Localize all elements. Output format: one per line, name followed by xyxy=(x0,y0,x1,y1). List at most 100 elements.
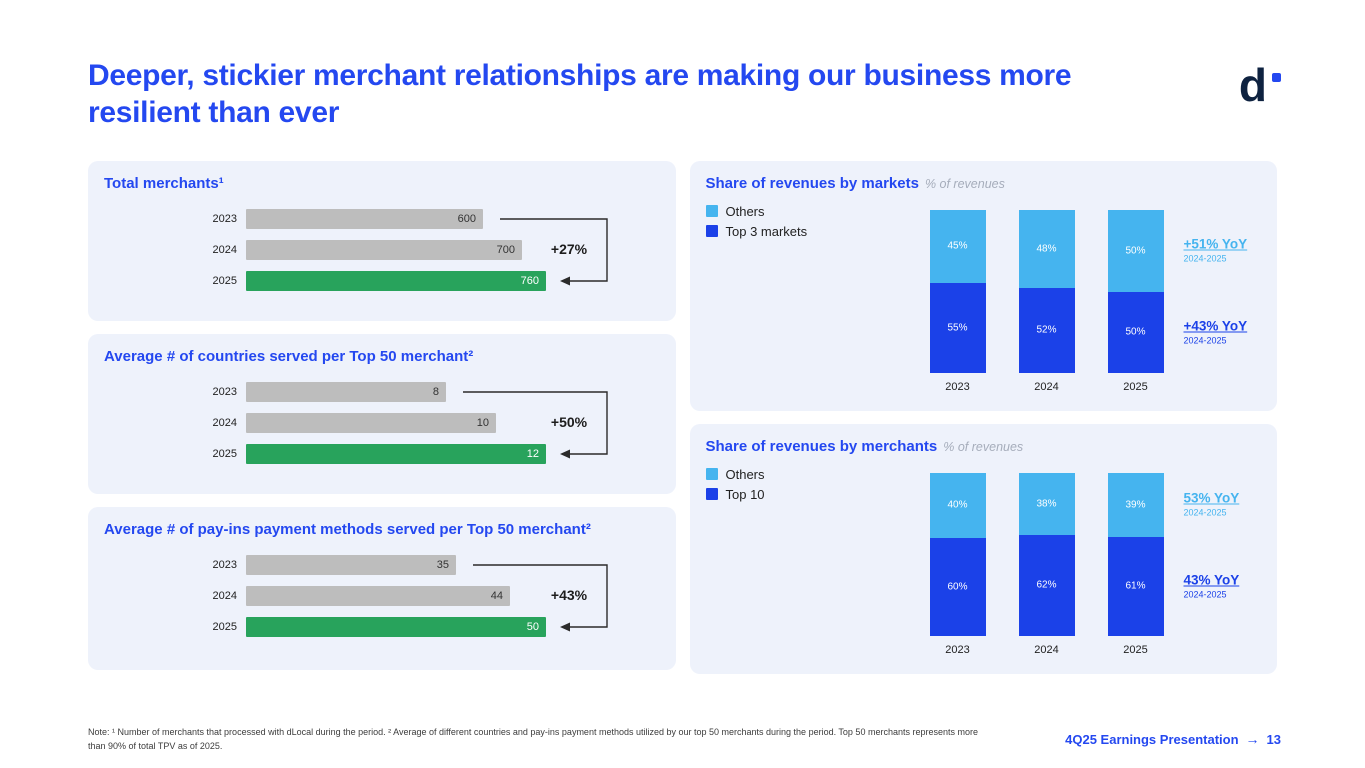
yoy-annotations: +51% YoY 2024-2025 +43% YoY 2024-2025 xyxy=(1184,210,1284,373)
stacked-bar-column: 38% 62% 2024 xyxy=(1018,472,1075,656)
legend-label: Others xyxy=(725,203,765,219)
bar-track: 600 xyxy=(246,208,660,229)
value-label: 12 xyxy=(526,447,539,460)
countries-served-chart: 2023 8 2024 10 2025 12 +50% xyxy=(104,381,660,464)
bar-row: 2023 600 xyxy=(104,208,660,229)
segment-percent-label: 40% xyxy=(947,499,968,511)
category-label: 2023 xyxy=(212,558,237,571)
value-label: 44 xyxy=(490,589,503,602)
category-label: 2024 xyxy=(212,589,237,602)
value-label: 8 xyxy=(432,385,439,398)
year-label: 2025 xyxy=(1123,380,1148,393)
legend-swatch xyxy=(705,225,718,238)
stacked-bar: 48% 52% xyxy=(1018,209,1075,373)
legend-label: Top 3 markets xyxy=(725,223,808,239)
bar-row: 2023 8 xyxy=(104,381,660,402)
value-label: 10 xyxy=(476,416,489,429)
yoy-annotation: +51% YoY 2024-2025 xyxy=(1184,237,1248,264)
stacked-bars: 40% 60% 2023 38% 62% 2024 39% 61% 2025 xyxy=(929,472,1164,656)
dlocal-logo: d xyxy=(1239,62,1281,108)
left-column: Total merchants¹ 2023 600 2024 700 2025 760 +2… xyxy=(88,161,676,674)
stacked-bars: 45% 55% 2023 48% 52% 2024 50% 50% 2025 xyxy=(929,209,1164,393)
stacked-bar: 40% 60% xyxy=(929,472,986,636)
segment-top-group: 61% xyxy=(1107,536,1164,636)
stacked-bar-column: 48% 52% 2024 xyxy=(1018,209,1075,393)
yoy-annotation: 53% YoY 2024-2025 xyxy=(1184,491,1240,518)
legend-item: Top 3 markets xyxy=(705,223,808,239)
segment-top-group: 52% xyxy=(1018,287,1075,373)
legend-item: Top 10 xyxy=(705,486,765,502)
panel-payins-methods: Average # of pay-ins payment methods ser… xyxy=(88,507,676,671)
category-label: 2024 xyxy=(212,416,237,429)
right-column: Share of revenues by markets % of revenue… xyxy=(689,161,1277,675)
slide-header: Deeper, stickier merchant relationships … xyxy=(0,0,1365,131)
logo-dot-icon xyxy=(1272,73,1281,83)
yoy-annotation: +43% YoY 2024-2025 xyxy=(1184,318,1248,345)
page-number: 13 xyxy=(1266,731,1281,747)
stacked-bar-column: 50% 50% 2025 xyxy=(1107,209,1164,393)
stacked-bar-column: 45% 55% 2023 xyxy=(929,209,986,393)
bar-track: 700 xyxy=(246,239,660,260)
legend-label: Top 10 xyxy=(725,486,765,502)
segment-percent-label: 61% xyxy=(1125,580,1146,592)
segment-percent-label: 50% xyxy=(1125,245,1146,257)
category-label: 2024 xyxy=(212,243,237,256)
stacked-bar-column: 40% 60% 2023 xyxy=(929,472,986,656)
bar: 700 xyxy=(246,239,522,260)
bar: 35 xyxy=(246,554,456,575)
year-label: 2025 xyxy=(1123,643,1148,656)
category-label: 2025 xyxy=(212,620,237,633)
presentation-label: 4Q25 Earnings Presentation xyxy=(1065,731,1239,747)
panel-revenues-by-merchants: Share of revenues by merchants % of reven… xyxy=(689,424,1277,675)
stacked-bar-column: 39% 61% 2025 xyxy=(1107,472,1164,656)
segment-others: 39% xyxy=(1107,472,1164,537)
chart-title-total-merchants: Total merchants¹ xyxy=(104,175,224,193)
yoy-annotations: 53% YoY 2024-2025 43% YoY 2024-2025 xyxy=(1184,473,1284,636)
value-label: 760 xyxy=(520,274,539,287)
legend-swatch xyxy=(705,488,718,501)
segment-percent-label: 60% xyxy=(947,581,968,593)
total-merchants-chart: 2023 600 2024 700 2025 760 +27% xyxy=(104,208,660,291)
legend-swatch xyxy=(705,205,718,218)
panel-revenues-by-markets: Share of revenues by markets % of revenue… xyxy=(689,161,1277,412)
highlight-bar: 760 xyxy=(246,270,546,291)
slide-footer: Note: ¹ Number of merchants that process… xyxy=(88,726,1281,754)
bar-track: 10 xyxy=(246,412,660,433)
chart-legend: Others Top 3 markets xyxy=(705,203,808,244)
bar-row: 2024 700 xyxy=(104,239,660,260)
bar-track: 12 xyxy=(246,443,660,464)
bar-row: 2025 760 xyxy=(104,270,660,291)
bar-row: 2023 35 xyxy=(104,554,660,575)
bar-track: 44 xyxy=(246,585,660,606)
category-label: 2023 xyxy=(212,385,237,398)
bar-row: 2024 44 xyxy=(104,585,660,606)
segment-top-group: 55% xyxy=(929,282,986,373)
panel-countries-served: Average # of countries served per Top 50… xyxy=(88,334,676,495)
segment-top-group: 50% xyxy=(1107,291,1164,373)
chart-title-countries: Average # of countries served per Top 50… xyxy=(104,348,474,366)
arrow-right-icon: → xyxy=(1245,731,1260,748)
bar-row: 2025 50 xyxy=(104,616,660,637)
value-label: 600 xyxy=(457,212,476,225)
bar: 44 xyxy=(246,585,510,606)
bar: 600 xyxy=(246,208,483,229)
segment-percent-label: 45% xyxy=(947,240,968,252)
stacked-bar: 50% 50% xyxy=(1107,209,1164,373)
merchants-stacked-chart: Others Top 10 40% 60% 2023 38% 62% 2024 39% 61% 20… xyxy=(705,463,1262,665)
bar-track: 760 xyxy=(246,270,660,291)
content-grid: Total merchants¹ 2023 600 2024 700 2025 760 +2… xyxy=(0,161,1365,675)
chart-title-payins: Average # of pay-ins payment methods ser… xyxy=(104,521,591,539)
yoy-label: +43% YoY xyxy=(1183,318,1248,334)
yoy-label: +51% YoY xyxy=(1183,236,1248,252)
yoy-label: 53% YoY xyxy=(1183,490,1240,506)
value-label: 700 xyxy=(496,243,515,256)
payins-methods-chart: 2023 35 2024 44 2025 50 +43% xyxy=(104,554,660,637)
legend-item: Others xyxy=(705,203,808,219)
legend-label: Others xyxy=(725,466,765,482)
chart-title-markets: Share of revenues by markets % of revenue… xyxy=(706,174,1262,194)
yoy-period: 2024-2025 xyxy=(1183,335,1227,346)
bar-track: 50 xyxy=(246,616,660,637)
yoy-period: 2024-2025 xyxy=(1183,589,1227,600)
markets-stacked-chart: Others Top 3 markets 45% 55% 2023 48% 52% 2024 5… xyxy=(705,200,1262,402)
legend-item: Others xyxy=(705,466,765,482)
